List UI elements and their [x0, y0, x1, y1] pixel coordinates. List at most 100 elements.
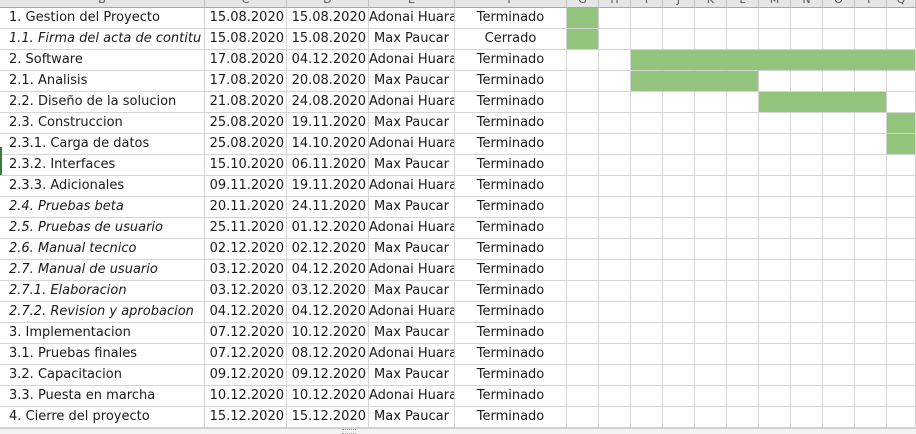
gantt-cell[interactable] [663, 176, 695, 197]
gantt-bar-cell[interactable] [695, 50, 727, 71]
gantt-cell[interactable] [855, 113, 887, 134]
gantt-cell[interactable] [791, 218, 823, 239]
gantt-cell[interactable] [887, 260, 916, 281]
gantt-cell[interactable] [727, 239, 759, 260]
gantt-cell[interactable] [855, 176, 887, 197]
gantt-cell[interactable] [695, 323, 727, 344]
gantt-cell[interactable] [599, 302, 631, 323]
gantt-cell[interactable] [631, 260, 663, 281]
gantt-cell[interactable] [855, 71, 887, 92]
gantt-cell[interactable] [855, 344, 887, 365]
gantt-bar-cell[interactable] [791, 92, 823, 113]
gantt-cell[interactable] [791, 29, 823, 50]
start-date-cell[interactable]: 03.12.2020 [205, 281, 287, 302]
task-cell[interactable]: 4. Cierre del proyecto [0, 407, 205, 428]
task-cell[interactable]: 3.2. Capacitacion [0, 365, 205, 386]
gantt-cell[interactable] [631, 218, 663, 239]
column-header-f[interactable]: F [455, 0, 567, 8]
gantt-cell[interactable] [663, 281, 695, 302]
gantt-bar-cell[interactable] [855, 50, 887, 71]
gantt-cell[interactable] [599, 218, 631, 239]
gantt-cell[interactable] [631, 113, 663, 134]
end-date-cell[interactable]: 24.08.2020 [287, 92, 369, 113]
gantt-cell[interactable] [599, 8, 631, 29]
task-cell[interactable]: 2.3. Construccion [0, 113, 205, 134]
resource-cell[interactable]: Max Paucar [369, 29, 455, 50]
gantt-cell[interactable] [727, 302, 759, 323]
gantt-bar-cell[interactable] [631, 50, 663, 71]
gantt-bar-cell[interactable] [791, 50, 823, 71]
gantt-cell[interactable] [887, 302, 916, 323]
gantt-cell[interactable] [759, 239, 791, 260]
gantt-cell[interactable] [567, 176, 599, 197]
gantt-cell[interactable] [823, 218, 855, 239]
gantt-cell[interactable] [599, 239, 631, 260]
scrollbar-grip-icon[interactable] [342, 429, 356, 434]
start-date-cell[interactable]: 09.11.2020 [205, 176, 287, 197]
gantt-cell[interactable] [599, 344, 631, 365]
column-header-m[interactable]: M [759, 0, 791, 8]
gantt-cell[interactable] [663, 323, 695, 344]
gantt-cell[interactable] [599, 407, 631, 428]
gantt-cell[interactable] [631, 176, 663, 197]
gantt-cell[interactable] [823, 176, 855, 197]
gantt-cell[interactable] [791, 302, 823, 323]
column-header-g[interactable]: G [567, 0, 599, 8]
status-cell[interactable]: Terminado [455, 134, 567, 155]
gantt-cell[interactable] [887, 344, 916, 365]
gantt-cell[interactable] [855, 134, 887, 155]
gantt-cell[interactable] [727, 113, 759, 134]
gantt-cell[interactable] [599, 71, 631, 92]
resource-cell[interactable]: Max Paucar [369, 323, 455, 344]
gantt-cell[interactable] [695, 386, 727, 407]
task-cell[interactable]: 2.7.1. Elaboracion [0, 281, 205, 302]
gantt-cell[interactable] [695, 239, 727, 260]
gantt-cell[interactable] [567, 365, 599, 386]
gantt-bar-cell[interactable] [887, 113, 916, 134]
task-cell[interactable]: 2.6. Manual tecnico [0, 239, 205, 260]
gantt-cell[interactable] [759, 29, 791, 50]
gantt-cell[interactable] [791, 155, 823, 176]
gantt-cell[interactable] [631, 407, 663, 428]
gantt-cell[interactable] [887, 323, 916, 344]
gantt-cell[interactable] [599, 323, 631, 344]
status-cell[interactable]: Terminado [455, 323, 567, 344]
gantt-cell[interactable] [823, 71, 855, 92]
gantt-cell[interactable] [663, 155, 695, 176]
gantt-cell[interactable] [631, 323, 663, 344]
gantt-cell[interactable] [823, 407, 855, 428]
column-header-h[interactable]: H [599, 0, 631, 8]
gantt-cell[interactable] [759, 8, 791, 29]
gantt-cell[interactable] [855, 281, 887, 302]
gantt-cell[interactable] [759, 260, 791, 281]
gantt-cell[interactable] [855, 260, 887, 281]
gantt-cell[interactable] [887, 176, 916, 197]
end-date-cell[interactable]: 15.12.2020 [287, 407, 369, 428]
start-date-cell[interactable]: 03.12.2020 [205, 260, 287, 281]
end-date-cell[interactable]: 20.08.2020 [287, 71, 369, 92]
gantt-bar-cell[interactable] [727, 71, 759, 92]
resource-cell[interactable]: Adonai Huara [369, 302, 455, 323]
gantt-cell[interactable] [887, 155, 916, 176]
gantt-cell[interactable] [663, 386, 695, 407]
gantt-cell[interactable] [695, 365, 727, 386]
gantt-cell[interactable] [727, 323, 759, 344]
resource-cell[interactable]: Max Paucar [369, 155, 455, 176]
end-date-cell[interactable]: 04.12.2020 [287, 260, 369, 281]
start-date-cell[interactable]: 10.12.2020 [205, 386, 287, 407]
gantt-cell[interactable] [855, 8, 887, 29]
end-date-cell[interactable]: 04.12.2020 [287, 50, 369, 71]
status-cell[interactable]: Terminado [455, 113, 567, 134]
column-header-l[interactable]: L [727, 0, 759, 8]
horizontal-scrollbar[interactable] [0, 428, 916, 434]
gantt-cell[interactable] [599, 134, 631, 155]
gantt-cell[interactable] [791, 344, 823, 365]
gantt-cell[interactable] [887, 29, 916, 50]
resource-cell[interactable]: Adonai Huara [369, 50, 455, 71]
gantt-cell[interactable] [727, 344, 759, 365]
task-cell[interactable]: 2. Software [0, 50, 205, 71]
start-date-cell[interactable]: 20.11.2020 [205, 197, 287, 218]
end-date-cell[interactable]: 03.12.2020 [287, 281, 369, 302]
gantt-cell[interactable] [695, 218, 727, 239]
